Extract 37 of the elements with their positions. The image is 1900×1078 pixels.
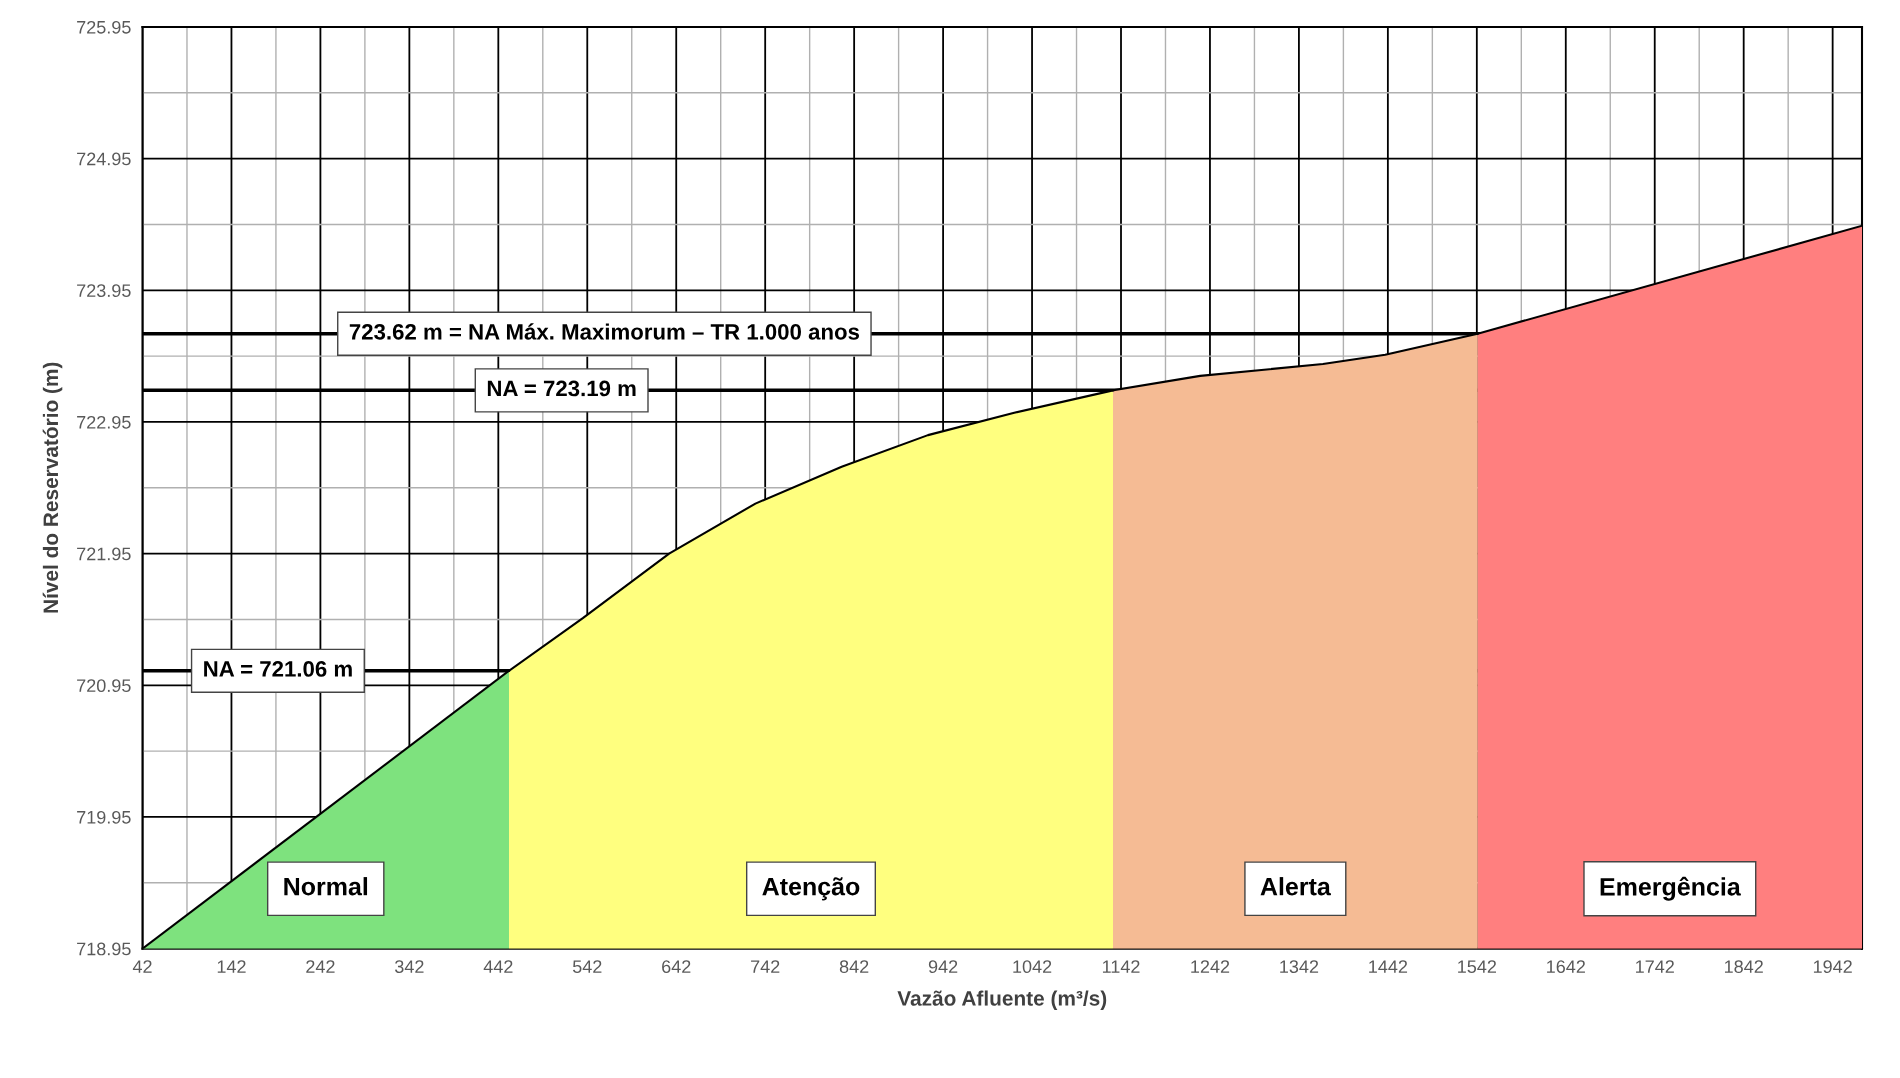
annotation: Atenção [762,877,860,901]
ref-line-label: NA = 721.06 m [204,661,352,677]
x-tick-label: 42 [132,960,152,973]
x-tick-label: 1842 [1724,960,1763,974]
y-tick-label: 722.95 [77,415,131,429]
x-tick-label: 142 [217,960,246,973]
x-tick-label: 1442 [1369,960,1408,973]
x-tick-label: 1342 [1280,960,1319,974]
x-tick-label: 1942 [1813,960,1852,974]
x-tick-label: 742 [751,960,780,973]
x-tick-label: 1542 [1458,960,1496,974]
y-tick-label: 721.95 [77,547,131,561]
y-tick-label: 720.95 [77,679,131,693]
x-tick-label: 642 [662,960,691,974]
annotation: Alerta [1260,877,1331,896]
ref-line-label: 723.62 m = NA Máx. Maximorum – TR 1.000 anos [349,323,860,340]
y-tick-label: 725.95 [77,20,131,34]
x-tick-label: 1042 [1013,960,1052,974]
x-tick-label: 242 [306,960,335,973]
y-tick-label: 723.95 [77,284,131,298]
annotation: Emergência [1600,876,1741,901]
y-tick-label: 719.95 [77,810,131,824]
x-axis-title: Vazão Afluente (m³/s) [897,990,1107,1010]
y-tick-label: 724.95 [77,152,131,166]
x-tick-label: 542 [572,960,602,974]
annotation: Normal [284,877,368,896]
x-tick-label: 1142 [1102,960,1140,973]
x-tick-label: 1242 [1191,960,1230,973]
x-tick-label: 442 [483,960,513,973]
ref-line-label: NA = 723.19 m [487,380,636,397]
y-axis-title: Nível do Reservatório (m) [42,362,63,613]
x-tick-label: 942 [928,960,958,974]
y-tick-label: 718.95 [77,942,131,956]
x-tick-label: 1742 [1636,960,1674,973]
x-tick-label: 842 [839,960,869,974]
x-tick-label: 342 [394,960,424,974]
x-tick-label: 1642 [1547,960,1585,974]
